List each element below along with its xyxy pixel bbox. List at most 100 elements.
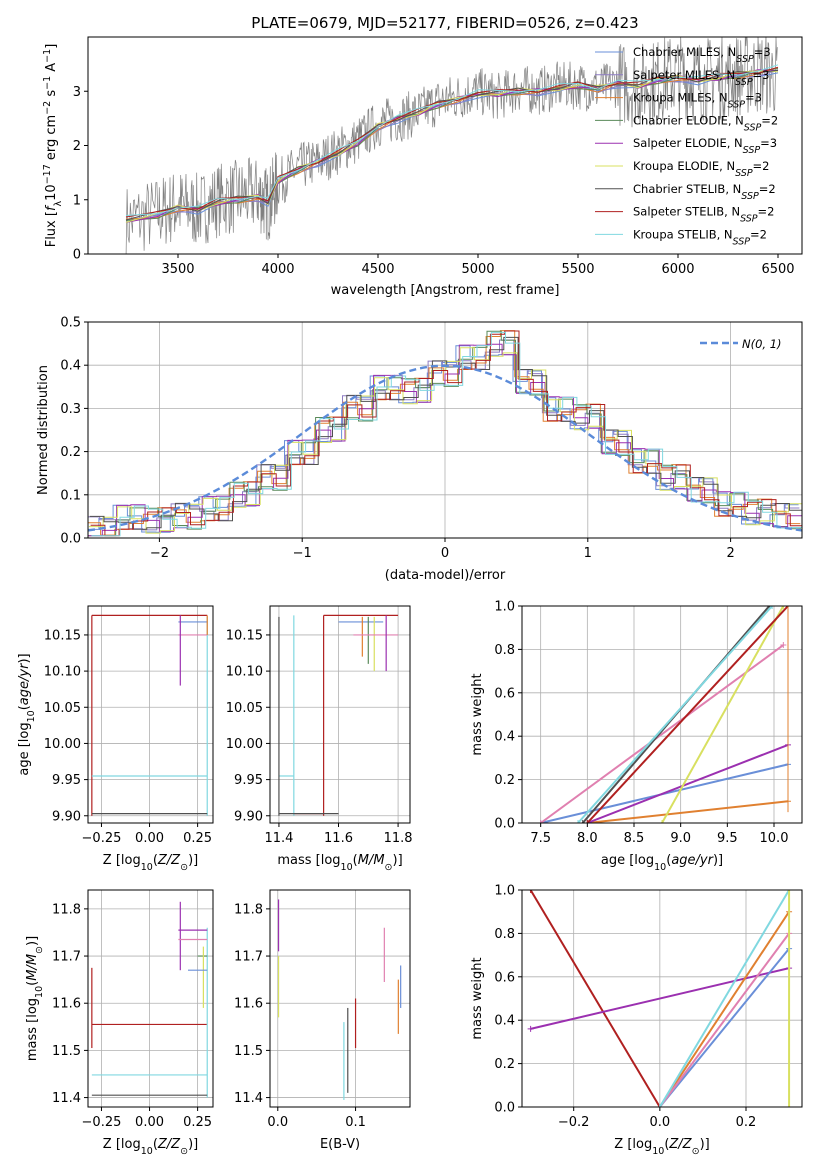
label-part: )] [393,853,403,868]
weight-marker [579,820,586,823]
x-tick-label: −2 [150,546,169,561]
x-tick-label: 11.8 [384,831,413,846]
label-part: ⊙ [34,946,45,954]
y-tick-label: 11.4 [52,1091,81,1106]
label-part: Z/Z [157,853,181,868]
y-tick-label: 9.90 [234,809,263,824]
label-part: ] [44,44,59,49]
histogram-step [91,331,802,537]
y-axis-label: mass weight [470,957,485,1039]
label-part: 10 [141,862,153,873]
label-part: −1 [42,49,53,63]
label-part: Z/Z [157,1137,181,1152]
y-tick-label: 10.05 [226,701,263,716]
label-part: λ [53,200,64,206]
label-part: )] [25,936,40,946]
y-axis-label: age [log10(age/yr)] [17,653,37,775]
y-tick-label: 11.4 [234,1091,263,1106]
legend-label: Salpeter MILES, NSSP=3 [633,68,770,88]
label-part: Salpeter STELIB, N [633,205,740,219]
label-part: SSP [741,190,759,201]
x-axis-label: age [log10(age/yr)] [601,853,723,873]
y-tick-label: 10.10 [44,665,81,680]
y-tick-label: 11.5 [52,1044,81,1059]
x-tick-label: 5000 [461,262,494,277]
y-tick-label: 11.8 [234,902,263,917]
label-part: 10 [44,184,59,201]
label-part: 10 [34,986,45,998]
label-part: ( [664,1137,669,1152]
legend-label: Chabrier MILES, NSSP=3 [633,45,771,65]
label-part: SSP [733,236,751,247]
histogram-step [89,336,802,530]
label-part: SSP [740,213,758,224]
x-tick-label: −1 [293,546,312,561]
plot-frame [87,605,214,824]
x-tick-label: 10.0 [760,831,789,846]
x-tick-label: 0.2 [736,1115,757,1130]
label-part: erg cm [44,115,59,164]
label-part: =3 [754,45,771,59]
weight-marker [659,820,665,823]
plot-area [125,37,779,254]
x-tick-label: 1 [584,546,592,561]
label-part: Z [log [103,1137,141,1152]
data-spectrum-line [125,37,778,254]
weight-vs-Z-chart: −0.2 0.0 0.2 0.0 0.2 0.4 0.6 0.8 1.0 Z [log10(Z/Z… [470,884,803,1157]
x-tick-label: 0.0 [267,1115,288,1130]
model-line [125,64,779,216]
weight-marker [584,820,591,823]
label-part: )] [713,853,723,868]
mass-vs-ebv-chart: 0.0 0.1 11.4 11.5 11.6 11.7 11.8 E(B-V) [234,889,411,1152]
model-line [125,67,779,220]
label-part: age/yr [17,662,32,705]
label-part: Chabrier MILES, N [633,45,736,59]
plot-area [91,614,208,816]
label-part: )] [188,853,198,868]
plot-area [88,330,802,537]
x-tick-label: 11.6 [324,831,353,846]
y-tick-label: 2 [73,139,81,154]
legend-label: Kroupa STELIB, NSSP=2 [633,227,767,247]
weight-marker [537,820,544,823]
weight-marker [656,1104,663,1107]
y-tick-label: 0.4 [494,1014,515,1029]
plot-frame [521,605,803,824]
x-axis-label: wavelength [Angstrom, rest frame] [331,283,560,298]
label-part: ( [153,1137,158,1152]
label-part: A [44,63,59,76]
y-tick-label: 9.95 [234,773,263,788]
x-axis-label: (data-model)/error [385,568,506,583]
y-tick-label: 11.7 [234,950,263,965]
weight-line [540,644,784,823]
label-part: ⊙ [385,862,393,873]
weight-marker [780,606,787,609]
x-tick-label: 9.5 [717,831,738,846]
label-part: SSP [744,122,762,133]
label-part: Flux [ [44,211,59,247]
y-tick-label: 10.15 [44,628,81,643]
plot-area [527,890,793,1107]
x-tick-label: 0 [441,546,449,561]
label-part: SSP [735,76,753,87]
x-tick-label: 4500 [361,262,394,277]
label-part: Z [log [103,853,141,868]
legend-label: Kroupa ELODIE, NSSP=2 [633,159,770,179]
y-tick-label: 0 [73,248,81,263]
x-tick-label: 0.25 [183,831,212,846]
plot-frame [87,321,803,539]
label-part: Chabrier STELIB, N [633,182,741,196]
weight-line [577,606,773,823]
x-tick-label: 2 [726,546,734,561]
weight-marker [527,1025,534,1032]
label-part: mass [log [277,853,340,868]
label-part: SSP [735,168,753,179]
plot-frame [269,605,411,824]
y-tick-label: 0.8 [494,643,515,658]
label-part: ⊙ [180,862,188,873]
weight-line [661,606,785,823]
legend-label: N(0, 1) [742,337,782,351]
y-axis-label: mass weight [470,673,485,755]
weight-line [658,890,790,1107]
label-part: −2 [42,101,53,115]
